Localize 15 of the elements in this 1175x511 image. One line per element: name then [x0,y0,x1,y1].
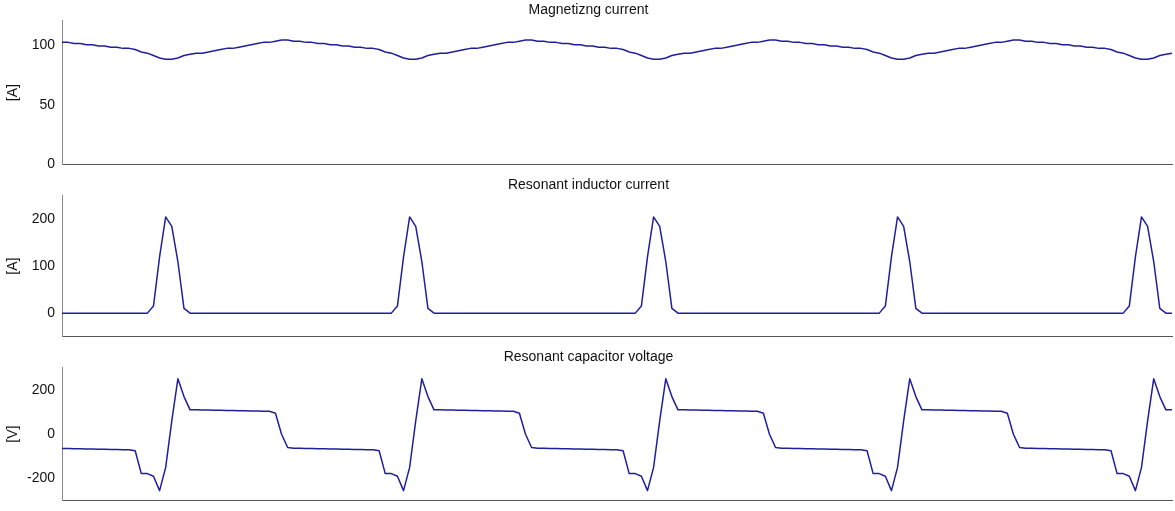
y-tick-label: 0 [47,303,56,320]
y-tick-label: 200 [31,380,56,397]
y-axis-title: [V] [4,425,21,443]
y-axis-title: [A] [4,84,21,102]
y-tick-label: 100 [31,35,56,52]
y-tick-label: 50 [39,95,56,112]
y-tick-label: -200 [26,469,56,486]
y-tick-label: 0 [47,155,56,172]
y-tick-label: 100 [31,257,56,274]
y-tick-label: 0 [47,425,56,442]
y-axis-title: [A] [4,257,21,275]
chart-title: Magnetizng current [528,1,649,18]
chart-title: Resonant inductor current [507,176,670,193]
y-tick-label: 200 [31,210,56,227]
chart-title: Resonant capacitor voltage [503,348,674,365]
